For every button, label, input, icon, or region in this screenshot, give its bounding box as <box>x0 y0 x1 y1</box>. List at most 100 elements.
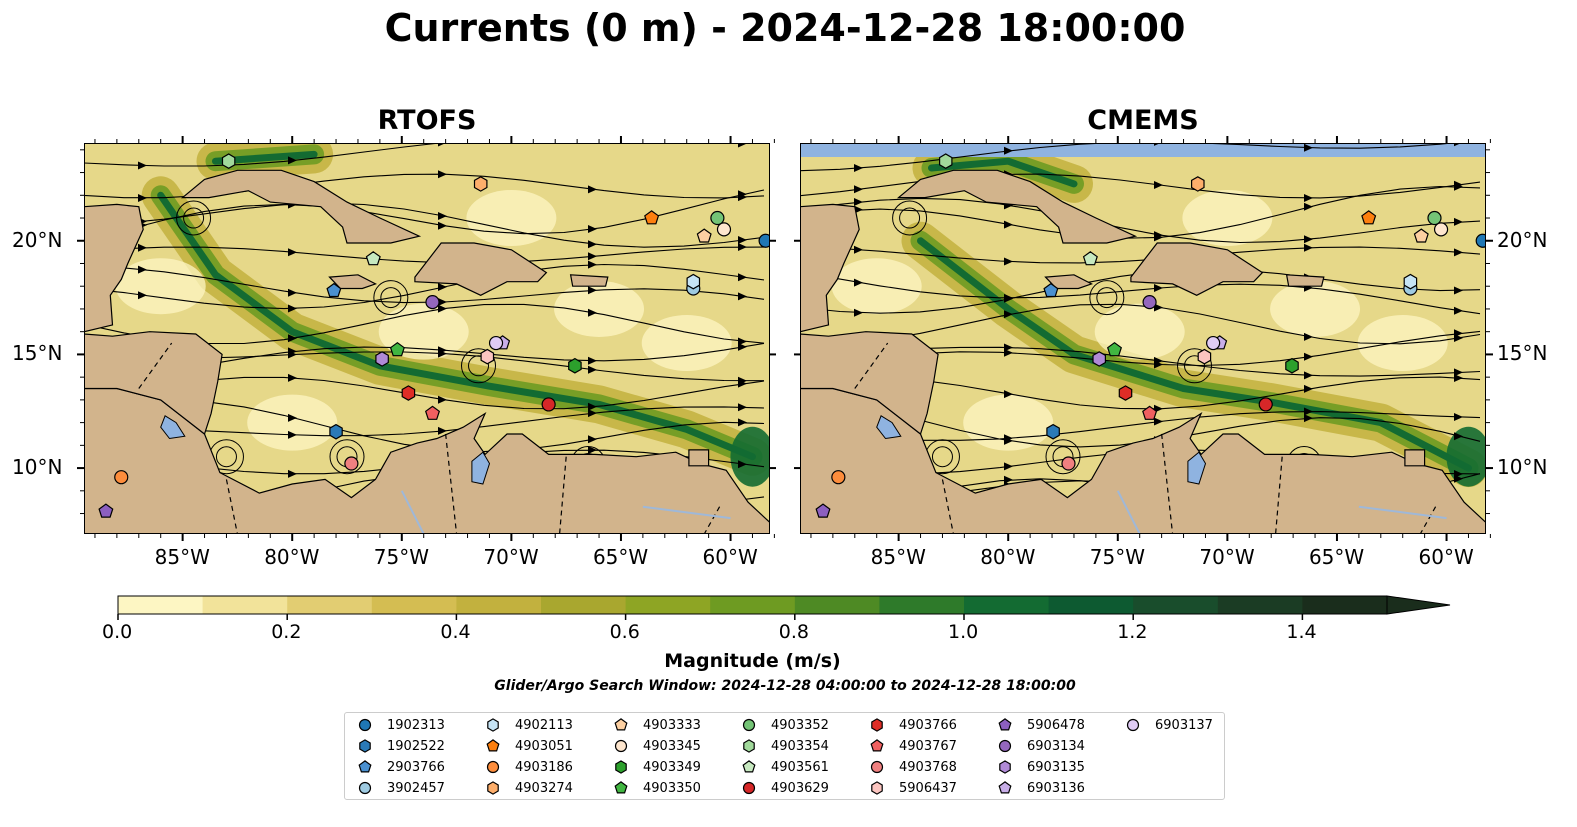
legend-item: 5906437 <box>869 779 957 797</box>
float-marker-6903137 <box>488 335 504 351</box>
colorbar-bin <box>625 596 711 614</box>
y-tick-label: 10°N <box>12 455 63 480</box>
float-marker-4903349 <box>568 357 582 374</box>
float-marker-4903352 <box>710 210 725 226</box>
colorbar-tick-label: 0.6 <box>609 621 640 643</box>
y-tick-label: 20°N <box>12 227 63 252</box>
colorbar-bin <box>541 596 627 614</box>
legend-item: 4903274 <box>485 779 573 797</box>
float-marker-6903134 <box>1142 295 1157 310</box>
legend-item: 4903768 <box>869 758 957 776</box>
float-markers <box>815 153 1486 518</box>
x-tick-label: 80°W <box>980 545 1036 569</box>
legend-item: 4903766 <box>869 716 957 734</box>
float-marker-4903768 <box>1061 456 1076 471</box>
x-tick-label: 70°W <box>483 545 539 569</box>
legend-item: 4903354 <box>741 737 829 755</box>
legend-label: 4903349 <box>643 759 701 775</box>
float-marker-4903051 <box>1361 210 1377 225</box>
colorbar-tick-label: 0.0 <box>102 621 133 643</box>
legend-item: 6903137 <box>1125 716 1213 734</box>
y-tick-label: 20°N <box>1497 227 1548 252</box>
float-marker-4903274 <box>1191 176 1205 192</box>
x-tick-label: 60°W <box>702 545 758 569</box>
colorbar-tick-label: 0.8 <box>778 621 810 643</box>
legend-label: 4903354 <box>771 738 829 754</box>
legend-marker-icon <box>359 739 371 753</box>
legend-marker-icon <box>870 760 884 774</box>
legend-marker-icon <box>1126 718 1140 732</box>
legend-label: 4903352 <box>771 717 829 733</box>
colorbar-bin <box>1048 596 1134 614</box>
panel-title-rtofs: RTOFS <box>377 105 477 136</box>
colorbar-label: Magnitude (m/s) <box>664 650 841 672</box>
x-tick-label: 85°W <box>870 545 926 569</box>
float-marker-4903345 <box>1433 222 1449 237</box>
float-marker-4903561 <box>365 251 381 266</box>
legend-marker-icon <box>487 718 499 732</box>
float-marker-1902313 <box>758 233 770 248</box>
land <box>800 169 1486 534</box>
colorbar-tick-label: 1.2 <box>1117 621 1148 643</box>
legend-item: 4903051 <box>485 737 573 755</box>
float-marker-5906437 <box>1197 348 1212 365</box>
float-markers <box>98 153 770 518</box>
colorbar-bin <box>1217 596 1303 614</box>
legend-marker-icon <box>486 739 500 752</box>
legend-label: 4903345 <box>643 738 701 754</box>
legend-item: 6903134 <box>997 737 1085 755</box>
legend-item: 4903349 <box>613 758 701 776</box>
panel-title-cmems: CMEMS <box>1087 105 1199 136</box>
colorbar-bin <box>794 596 880 614</box>
legend-item: 4903186 <box>485 758 573 776</box>
legend-marker-icon <box>870 739 884 752</box>
legend-label: 3902457 <box>387 780 445 796</box>
legend-label: 4902113 <box>515 717 573 733</box>
legend-label: 4903274 <box>515 780 573 796</box>
x-tick-label: 65°W <box>592 545 649 569</box>
float-marker-4903352 <box>1427 210 1442 226</box>
colorbar-extend-arrow <box>1386 595 1451 615</box>
float-marker-2903766 <box>1043 282 1059 298</box>
legend-label: 4903768 <box>899 759 957 775</box>
float-marker-4903766 <box>1118 385 1133 401</box>
float-marker-4903350 <box>389 341 405 357</box>
float-marker-4903354 <box>939 153 953 169</box>
y-tick-label: 10°N <box>1497 455 1548 480</box>
legend-item: 4903350 <box>613 779 701 797</box>
legend-marker-icon <box>486 760 500 774</box>
cmems-map <box>800 143 1486 534</box>
legend-marker-icon <box>742 718 756 732</box>
x-tick-label: 60°W <box>1418 545 1474 569</box>
float-legend: 1902313 1902522 2903766 3902457 4902113 49030… <box>344 712 1225 800</box>
colorbar-tick-label: 0.2 <box>271 621 302 643</box>
colorbar-tick-label: 1.0 <box>948 621 979 643</box>
search-window-text: Glider/Argo Search Window: 2024-12-28 04… <box>494 678 1076 694</box>
float-marker-4903354 <box>221 153 236 169</box>
legend-item: 4903333 <box>613 716 701 734</box>
float-marker-4903333 <box>696 228 712 243</box>
legend-marker-icon <box>999 760 1011 774</box>
colorbar-bin <box>202 596 288 614</box>
speed-field <box>800 143 1486 524</box>
legend-label: 4903333 <box>643 717 701 733</box>
legend-item: 4903352 <box>741 716 829 734</box>
legend-item: 1902522 <box>357 737 445 755</box>
float-marker-4903349 <box>1285 357 1299 374</box>
float-marker-6903135 <box>1092 351 1106 367</box>
colorbar-bin <box>1302 596 1388 614</box>
colorbar-tick-label: 0.4 <box>440 621 471 643</box>
x-tick-label: 65°W <box>1308 545 1365 569</box>
legend-label: 4903561 <box>771 759 829 775</box>
legend-label: 6903135 <box>1027 759 1085 775</box>
float-marker-4903561 <box>1082 251 1098 266</box>
legend-marker-icon <box>614 781 628 794</box>
legend-marker-icon <box>742 760 756 773</box>
legend-label: 4903766 <box>899 717 957 733</box>
x-tick-label: 70°W <box>1199 545 1255 569</box>
legend-marker-icon <box>742 781 756 795</box>
legend-marker-icon <box>358 781 372 795</box>
legend-item: 4903561 <box>741 758 829 776</box>
legend-label: 4903350 <box>643 780 701 796</box>
